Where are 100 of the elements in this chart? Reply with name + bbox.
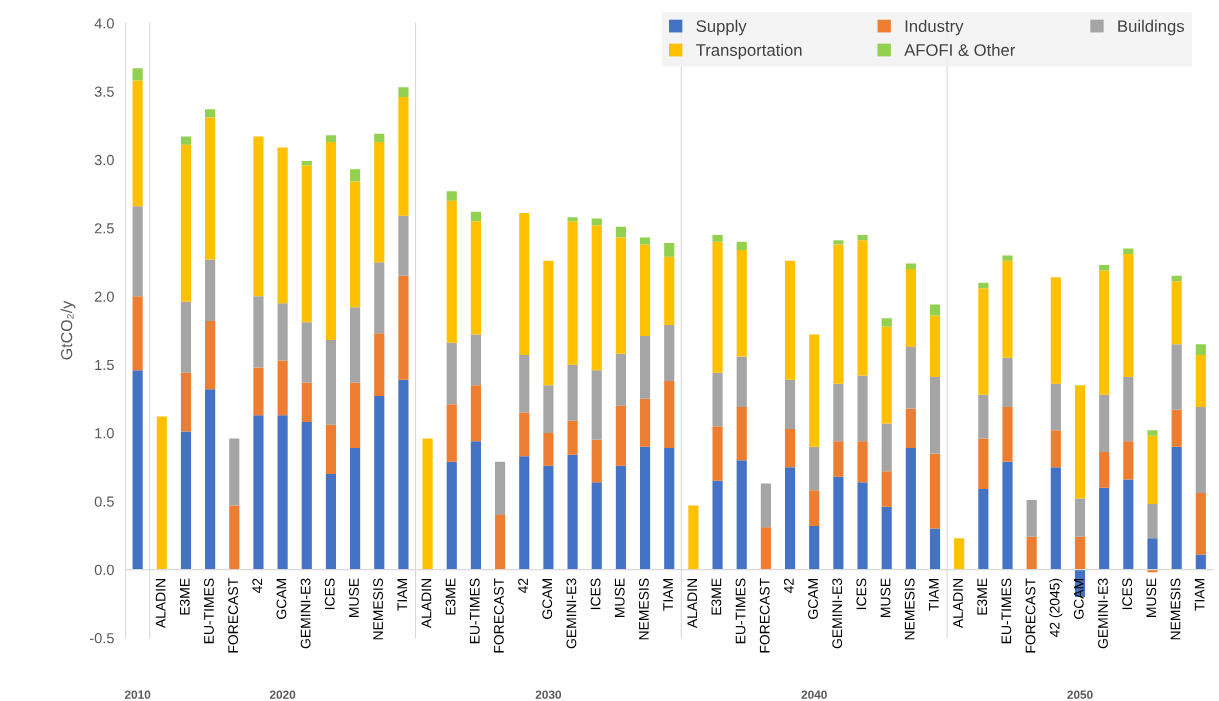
bar <box>736 249 747 357</box>
bar <box>495 514 506 570</box>
x-tick-label: NEMESIS <box>1170 578 1181 640</box>
bar <box>180 144 192 302</box>
bar <box>978 394 989 439</box>
x-tick-label: ICES <box>324 578 335 610</box>
bar <box>639 335 651 399</box>
x-tick-label: GCAM <box>808 579 818 619</box>
bar <box>591 225 602 371</box>
bar <box>881 471 892 507</box>
bar <box>712 241 723 373</box>
bar <box>470 385 481 442</box>
bar <box>736 407 747 461</box>
bar <box>301 322 312 383</box>
bar <box>180 136 192 145</box>
bar <box>591 482 602 570</box>
bar <box>881 506 892 570</box>
x-axis-title: 2020 <box>269 690 296 699</box>
bar <box>1195 344 1206 356</box>
bar <box>1002 255 1013 261</box>
bar <box>1074 498 1086 537</box>
bar <box>1099 452 1110 488</box>
x-tick-label: MUSE <box>349 578 359 617</box>
bar <box>712 426 723 481</box>
bar <box>1050 277 1061 384</box>
bar <box>784 467 796 570</box>
bar <box>253 136 264 297</box>
bar <box>470 221 481 335</box>
x-tick-label: E3ME <box>445 578 456 615</box>
legend-label: Buildings <box>1118 19 1185 36</box>
bar <box>325 135 337 142</box>
bar <box>809 490 820 526</box>
x-tick-label: TIAM <box>929 579 939 611</box>
bar <box>229 505 240 570</box>
bar <box>929 453 941 529</box>
bar <box>398 87 409 97</box>
x-tick-label: EU-TIMES <box>204 578 214 644</box>
bar <box>132 80 143 207</box>
bar <box>905 346 916 409</box>
bar <box>1171 275 1182 282</box>
bar <box>543 385 554 433</box>
bar <box>277 360 288 416</box>
x-tick-label: MUSE <box>1146 578 1157 617</box>
bar <box>567 221 578 365</box>
x-axis-title: 2010 <box>124 690 151 699</box>
bar <box>688 505 699 570</box>
bar <box>664 325 675 382</box>
bar <box>591 370 602 440</box>
bar <box>639 398 651 447</box>
bar <box>205 117 216 260</box>
bar <box>1195 407 1206 494</box>
bar <box>1002 357 1013 408</box>
x-tick-label: 42 (2045) <box>1049 578 1063 638</box>
bar <box>905 269 916 347</box>
x-tick-label: ALADIN <box>421 579 432 629</box>
x-tick-label: ICES <box>1122 578 1133 610</box>
bar <box>929 528 941 570</box>
bar <box>712 480 723 570</box>
bar <box>470 441 481 570</box>
x-tick-label: E3ME <box>977 578 988 615</box>
bar <box>1026 536 1037 570</box>
legend-label: AFOFI & Other <box>904 43 1016 56</box>
x-tick-label: NEMESIS <box>638 578 649 640</box>
bar <box>156 416 167 570</box>
bar <box>567 217 578 222</box>
x-tick-label: TIAM <box>1194 579 1205 611</box>
bar <box>1099 394 1110 453</box>
bar <box>398 96 409 216</box>
bar <box>591 218 602 226</box>
y-tick-label: 2.0 <box>94 291 114 302</box>
bar <box>929 376 941 454</box>
bar <box>495 461 506 515</box>
bar <box>350 169 361 182</box>
y-tick-label: -0.5 <box>89 633 114 644</box>
x-axis-title: 2040 <box>801 690 827 699</box>
bar <box>374 133 385 142</box>
bar <box>978 282 989 289</box>
bar <box>301 161 312 166</box>
bar <box>615 226 626 238</box>
y-tick-label: 3.5 <box>94 86 114 97</box>
bar <box>180 301 192 373</box>
x-tick-label: FORECAST <box>228 578 239 653</box>
legend-label: Supply <box>696 19 747 36</box>
bar <box>1147 504 1158 539</box>
bar <box>1002 407 1013 462</box>
bar <box>277 415 288 570</box>
bar <box>833 240 844 245</box>
x-tick-label: FORECAST <box>493 578 504 653</box>
bar <box>205 389 216 570</box>
bar <box>205 109 216 118</box>
bar <box>543 465 554 570</box>
bar <box>1026 499 1037 537</box>
bar <box>1050 383 1061 431</box>
bar <box>180 372 192 432</box>
bar <box>350 181 361 308</box>
bar <box>809 525 820 570</box>
bar <box>1099 487 1110 570</box>
x-tick-label: GCAM <box>276 579 287 619</box>
x-tick-label: 42 <box>252 578 263 594</box>
bar <box>1123 479 1134 570</box>
